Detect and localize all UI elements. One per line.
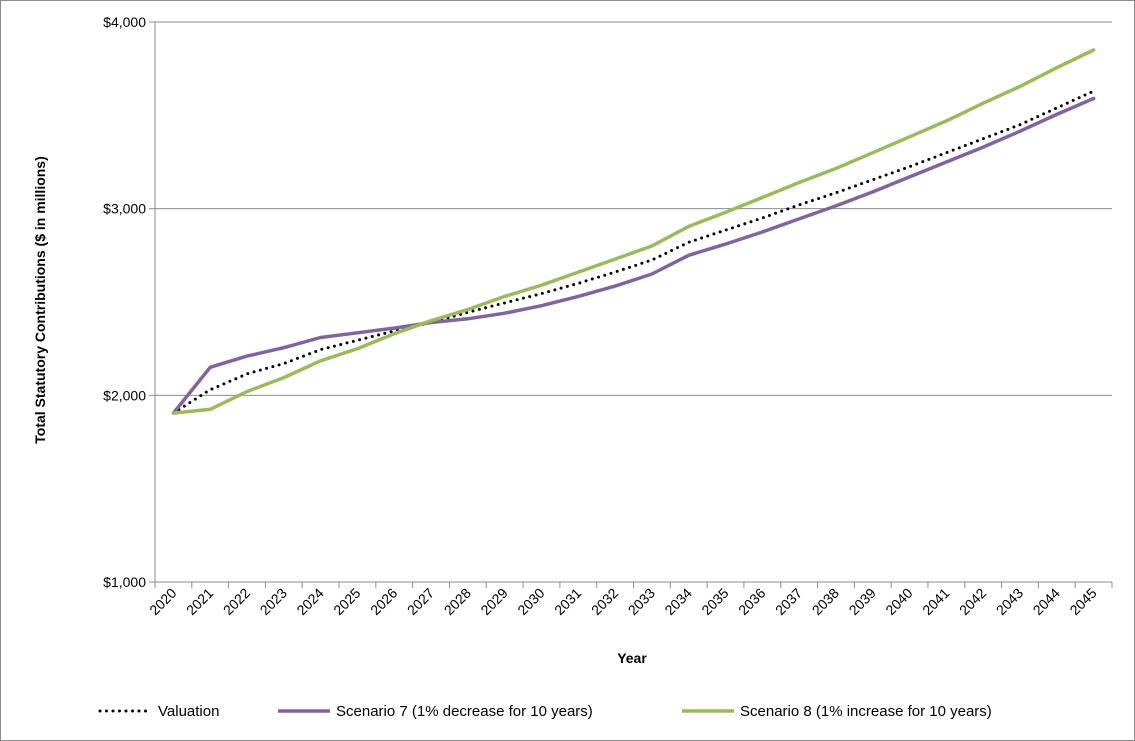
- y-tick-label: $3,000: [103, 201, 146, 217]
- x-tick-label: 2038: [809, 585, 842, 618]
- series-line-3: [171, 48, 1096, 415]
- x-tick-labels: 2020 2021 2022 2023 2024 2025 2026 2027 2028 2029…: [146, 585, 1100, 618]
- x-tick-label: 2035: [698, 585, 731, 618]
- series-lines: [171, 48, 1096, 415]
- y-axis-title: Total Statutory Contributions ($ in mill…: [32, 156, 48, 444]
- x-tick-label: 2031: [551, 585, 584, 618]
- y-tick-label: $2,000: [103, 387, 146, 403]
- legend-label-3: Scenario 8 (1% increase for 10 years): [740, 703, 992, 720]
- x-tick-label: 2032: [588, 585, 621, 618]
- series-line-1: [171, 89, 1096, 415]
- x-tick-label: 2039: [846, 585, 879, 618]
- grid-lines: [155, 21, 1112, 396]
- legend-label-2: Scenario 7 (1% decrease for 10 years): [336, 703, 593, 720]
- axes: [149, 21, 1113, 588]
- x-tick-label: 2040: [882, 585, 915, 618]
- x-tick-label: 2045: [1066, 585, 1099, 618]
- x-tick-label: 2041: [919, 585, 952, 618]
- x-tick-label: 2033: [625, 585, 658, 618]
- x-tick-label: 2023: [257, 585, 290, 618]
- series-line-2: [171, 96, 1096, 415]
- x-tick-label: 2026: [367, 585, 400, 618]
- x-tick-label: 2021: [183, 585, 216, 618]
- x-tick-label: 2027: [404, 585, 437, 618]
- x-tick-label: 2029: [477, 585, 510, 618]
- x-tick-label: 2020: [146, 585, 179, 618]
- x-tick-label: 2022: [220, 585, 253, 618]
- x-tick-label: 2034: [661, 585, 694, 618]
- x-tick-label: 2036: [735, 585, 768, 618]
- x-tick-label: 2037: [772, 585, 805, 618]
- legend: Valuation Scenario 7 (1% decrease for 10 …: [98, 703, 992, 720]
- x-tick-label: 2030: [514, 585, 547, 618]
- y-tick-labels: $1,000 $2,000 $3,000 $4,000: [103, 14, 146, 590]
- x-tick-label: 2044: [1030, 585, 1063, 618]
- x-tick-label: 2024: [293, 585, 326, 618]
- y-tick-label: $4,000: [103, 14, 146, 30]
- x-tick-label: 2028: [441, 585, 474, 618]
- y-tick-label: $1,000: [103, 574, 146, 590]
- x-tick-label: 2042: [956, 585, 989, 618]
- x-tick-label: 2025: [330, 585, 363, 618]
- legend-label-1: Valuation: [158, 703, 219, 720]
- x-axis-title: Year: [617, 650, 647, 666]
- x-tick-label: 2043: [993, 585, 1026, 618]
